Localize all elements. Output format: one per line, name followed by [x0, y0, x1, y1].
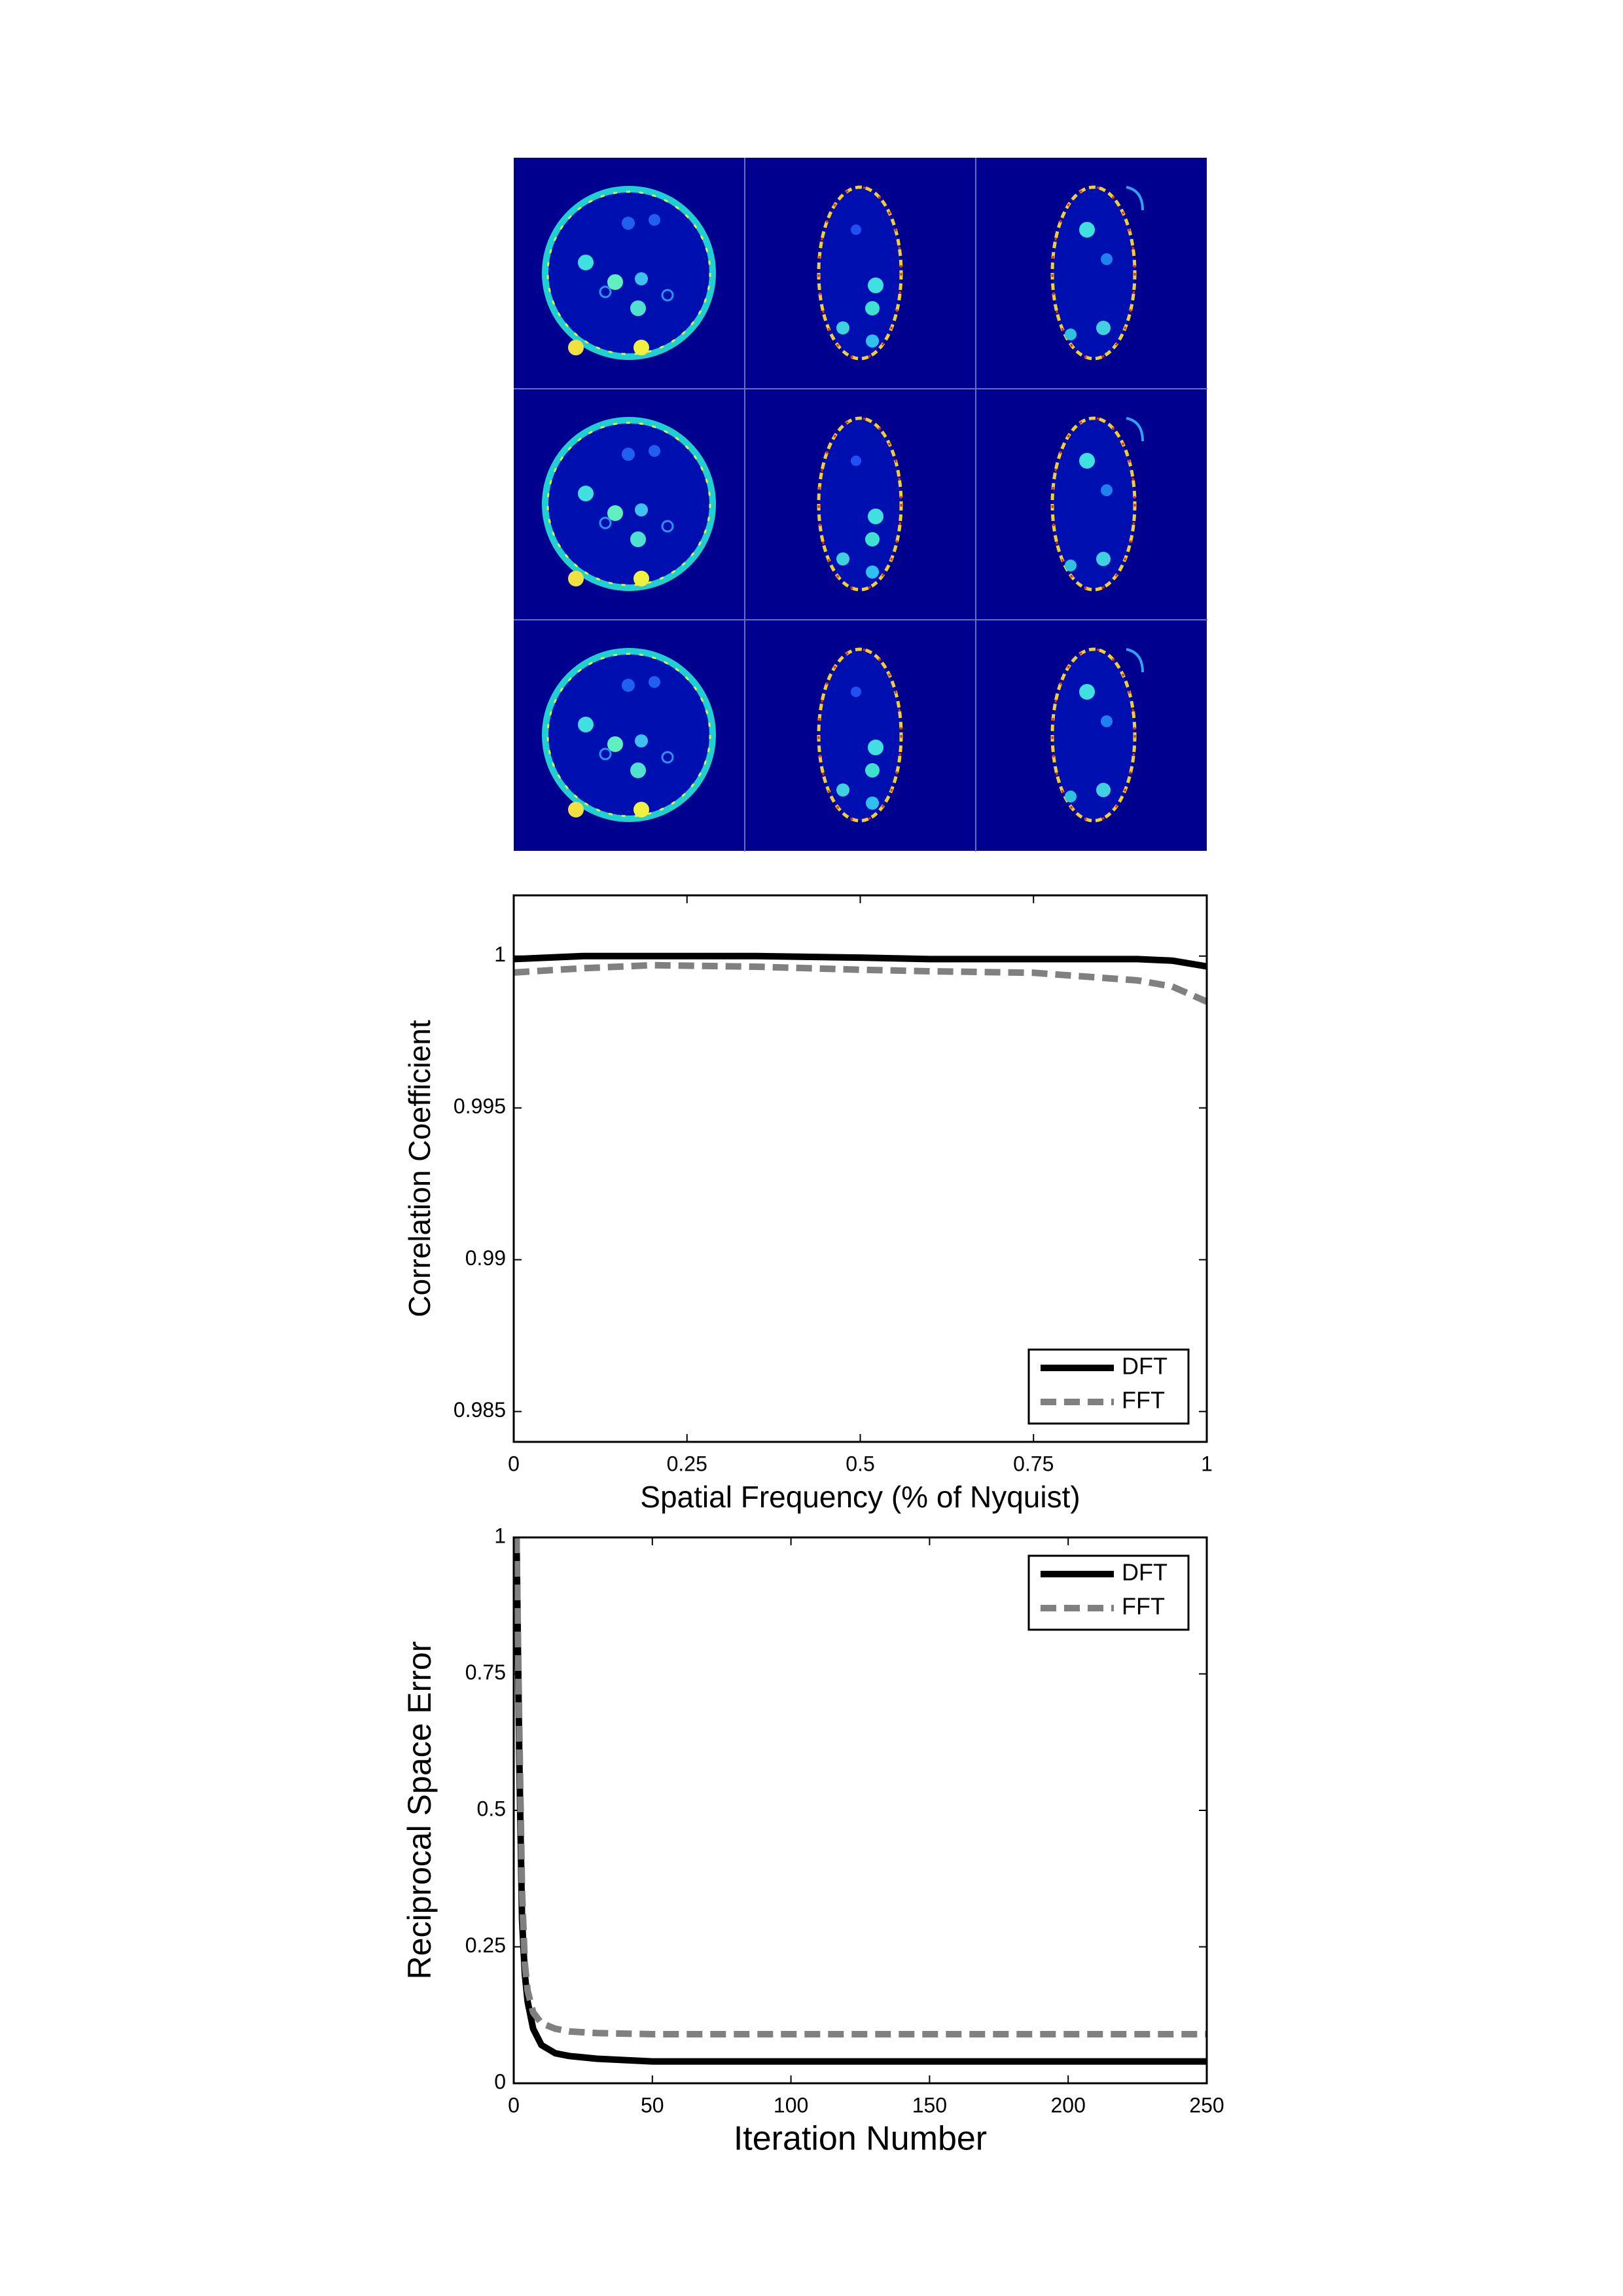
y-tick-label: 0.5 — [477, 1797, 506, 1820]
y-tick-label: 0.75 — [465, 1660, 506, 1684]
data-line — [513, 952, 1207, 970]
y-axis-label: Reciprocal Space Error — [401, 1641, 438, 1980]
y-tick-label: 1 — [494, 942, 506, 966]
legend-label: DFT — [1122, 1559, 1168, 1586]
legend-box — [1027, 1554, 1190, 1631]
x-tick-label: 50 — [641, 2093, 664, 2117]
y-axis-label: Correlation Coefficient — [402, 1020, 437, 1317]
legend-label: FFT — [1122, 1593, 1165, 1620]
x-axis-label: Iteration Number — [734, 2120, 987, 2158]
legend-box — [1027, 1348, 1190, 1425]
x-tick-label: 0.75 — [1013, 1452, 1054, 1475]
x-tick-label: 1 — [1201, 1452, 1213, 1475]
x-axis-label: Spatial Frequency (% of Nyquist) — [640, 1480, 1080, 1514]
plot-frame — [512, 1536, 1208, 2085]
x-tick-label: 100 — [774, 2093, 808, 2117]
y-tick-label: 0.25 — [465, 1933, 506, 1957]
plot-frame — [512, 894, 1208, 1443]
x-tick-label: 0 — [508, 2093, 520, 2117]
y-tick-label: 0.99 — [465, 1246, 506, 1270]
x-tick-label: 200 — [1051, 2093, 1086, 2117]
y-tick-label: 0.985 — [454, 1398, 506, 1422]
x-tick-label: 250 — [1189, 2093, 1224, 2117]
x-tick-label: 0.5 — [846, 1452, 874, 1475]
y-tick-label: 1 — [494, 1524, 506, 1547]
x-tick-label: 150 — [912, 2093, 947, 2117]
legend-label: DFT — [1122, 1353, 1168, 1380]
data-line — [513, 1537, 1207, 2037]
legend-label: FFT — [1122, 1387, 1165, 1414]
data-line — [513, 961, 1209, 1005]
x-tick-label: 0.25 — [667, 1452, 707, 1475]
y-tick-label: 0.995 — [454, 1094, 506, 1118]
y-tick-label: 0 — [494, 2070, 506, 2093]
x-tick-label: 0 — [508, 1452, 520, 1475]
reconstruction-images — [514, 158, 1207, 852]
data-line — [513, 1537, 1207, 2065]
